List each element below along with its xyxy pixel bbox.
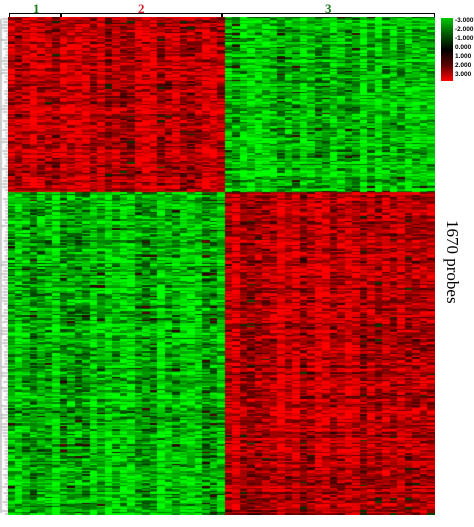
cluster-bracket-1 [9, 13, 61, 19]
legend-tick-1: -2.000 [455, 26, 474, 33]
row-dendrogram [0, 17, 9, 515]
legend-tick-6: 3.000 [455, 71, 472, 78]
cluster-bracket-2 [61, 13, 222, 19]
legend-tick-2: -1.000 [455, 35, 474, 42]
color-scale-bar [441, 18, 453, 81]
legend-tick-3: 0.000 [455, 44, 472, 51]
cluster-label-1: 1 [33, 1, 40, 16]
legend-tick-4: 1.000 [455, 53, 472, 60]
heatmap-matrix [8, 17, 435, 515]
cluster-label-3: 3 [325, 1, 332, 16]
legend-tick-5: 2.000 [455, 62, 472, 69]
cluster-label-2: 2 [138, 1, 145, 16]
cluster-bracket-3 [222, 13, 435, 19]
row-count-label: 1670 probes [443, 220, 462, 304]
legend-tick-0: -3.000 [455, 17, 474, 24]
